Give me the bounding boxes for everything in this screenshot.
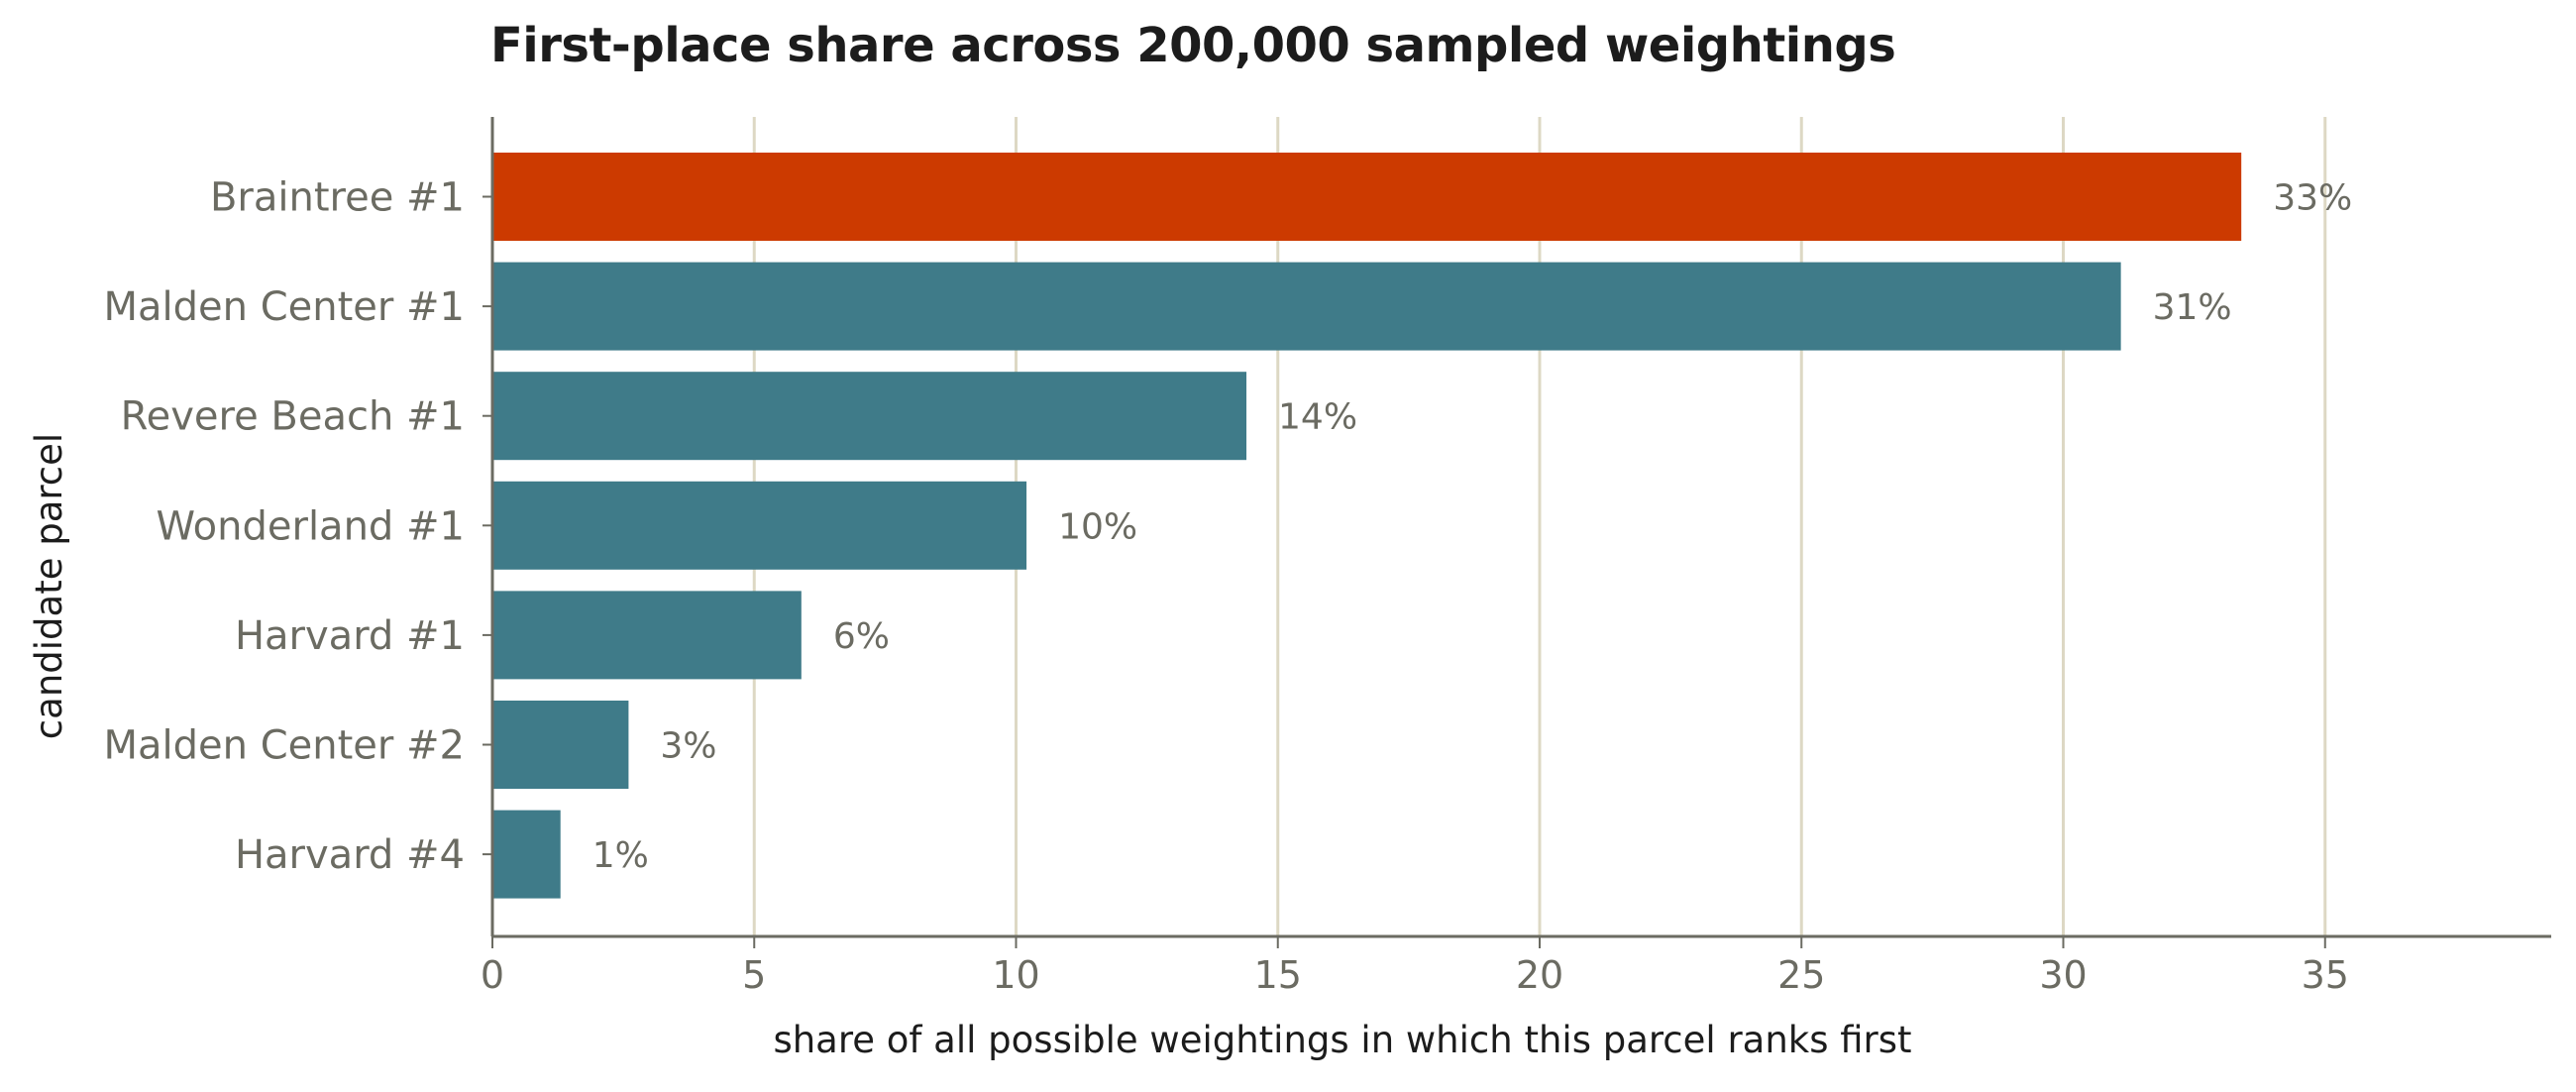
bar-wonderland-1: [492, 481, 1027, 570]
y-axis-title: candidate parcel: [28, 433, 70, 739]
category-label: Wonderland #1: [156, 503, 465, 549]
axes: [490, 117, 2551, 938]
category-label: Harvard #4: [235, 832, 465, 878]
x-axis-ticks: 0 5 10 15 20 25 30 35: [481, 936, 2349, 997]
value-label: 33%: [2273, 178, 2352, 219]
value-label: 3%: [660, 726, 716, 767]
x-tick-label: 10: [992, 953, 1039, 997]
x-tick-label: 25: [1777, 953, 1825, 997]
value-label: 31%: [2153, 287, 2232, 328]
chart-title: First-place share across 200,000 sampled…: [490, 18, 1896, 73]
x-axis-title: share of all possible weightings in whic…: [773, 1019, 1911, 1061]
value-label: 14%: [1278, 397, 1357, 438]
category-label: Malden Center #1: [103, 284, 465, 330]
x-tick-label: 30: [2039, 953, 2087, 997]
bar-harvard-4: [492, 810, 561, 899]
bar-braintree-1: [492, 153, 2242, 241]
category-label: Harvard #1: [235, 613, 465, 659]
bar-revere-beach-1: [492, 372, 1247, 461]
x-tick-label: 5: [742, 953, 766, 997]
category-labels: Braintree #1 Malden Center #1 Revere Beach…: [103, 175, 492, 878]
value-label: 10%: [1058, 506, 1137, 547]
category-label: Malden Center #2: [103, 723, 465, 769]
value-labels: 33% 31% 14% 10% 6% 3% 1%: [592, 178, 2353, 877]
category-label: Revere Beach #1: [121, 394, 465, 440]
x-tick-label: 0: [481, 953, 504, 997]
value-label: 6%: [833, 616, 890, 657]
value-label: 1%: [592, 835, 649, 876]
bars: [492, 153, 2242, 899]
bar-malden-center-1: [492, 262, 2121, 351]
category-label: Braintree #1: [210, 175, 465, 221]
x-tick-label: 35: [2302, 953, 2349, 997]
bar-malden-center-2: [492, 701, 629, 789]
bar-harvard-1: [492, 591, 802, 680]
x-tick-label: 15: [1254, 953, 1302, 997]
x-tick-label: 20: [1516, 953, 1563, 997]
